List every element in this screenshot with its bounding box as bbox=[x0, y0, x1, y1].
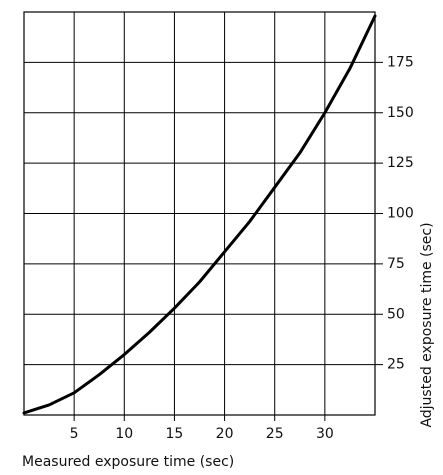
x-tick-label: 30 bbox=[316, 426, 334, 442]
x-tick-label: 15 bbox=[166, 426, 184, 442]
x-axis-label: Measured exposure time (sec) bbox=[22, 454, 234, 470]
x-tick-label: 25 bbox=[266, 426, 284, 442]
y-tick-label: 75 bbox=[387, 256, 405, 272]
y-tick-label: 50 bbox=[387, 306, 405, 322]
y-tick-label: 150 bbox=[387, 105, 414, 121]
y-tick-label: 100 bbox=[387, 206, 414, 222]
line bbox=[22, 14, 377, 415]
y-axis-label: Adjusted exposure time (sec) bbox=[419, 222, 435, 427]
x-tick-label: 5 bbox=[70, 426, 79, 442]
y-tick-label: 175 bbox=[387, 54, 414, 70]
x-tick-label: 10 bbox=[115, 426, 133, 442]
y-tick-label: 125 bbox=[387, 155, 414, 171]
y-tick-label: 25 bbox=[387, 357, 405, 373]
x-tick-label: 20 bbox=[216, 426, 234, 442]
